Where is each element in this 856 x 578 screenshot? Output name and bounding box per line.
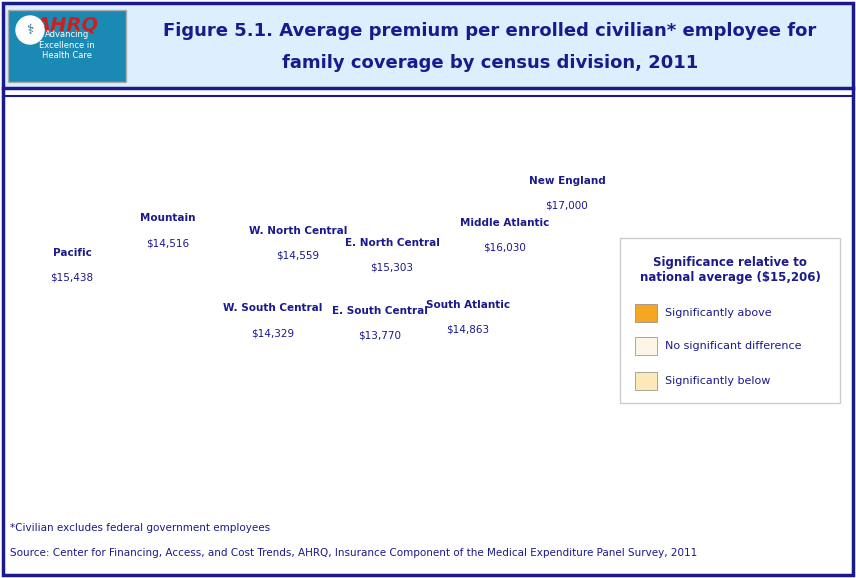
Text: E. South Central: E. South Central: [332, 306, 428, 316]
Text: *Civilian excludes federal government employees: *Civilian excludes federal government em…: [10, 523, 270, 533]
Text: E. North Central: E. North Central: [345, 238, 439, 248]
Text: W. North Central: W. North Central: [249, 226, 348, 236]
Text: $14,863: $14,863: [447, 325, 490, 335]
Text: $15,303: $15,303: [371, 263, 413, 273]
Text: W. South Central: W. South Central: [223, 303, 323, 313]
Text: Significance relative to
national average ($15,206): Significance relative to national averag…: [639, 256, 820, 284]
Circle shape: [16, 16, 44, 44]
Text: $16,030: $16,030: [484, 243, 526, 253]
FancyBboxPatch shape: [635, 372, 657, 390]
Text: South Atlantic: South Atlantic: [426, 300, 510, 310]
FancyBboxPatch shape: [620, 238, 840, 403]
Text: Figure 5.1. Average premium per enrolled civilian* employee for: Figure 5.1. Average premium per enrolled…: [163, 22, 817, 40]
FancyBboxPatch shape: [635, 337, 657, 355]
Text: Source: Center for Financing, Access, and Cost Trends, AHRQ, Insurance Component: Source: Center for Financing, Access, an…: [10, 548, 698, 558]
Text: $13,770: $13,770: [359, 331, 401, 341]
Text: $17,000: $17,000: [545, 201, 588, 211]
Text: Middle Atlantic: Middle Atlantic: [461, 218, 550, 228]
Text: ⚕: ⚕: [27, 23, 33, 37]
Text: Significantly above: Significantly above: [665, 308, 771, 318]
Text: Pacific: Pacific: [52, 248, 92, 258]
Text: No significant difference: No significant difference: [665, 341, 801, 351]
Text: family coverage by census division, 2011: family coverage by census division, 2011: [282, 54, 698, 72]
Text: Advancing
Excellence in
Health Care: Advancing Excellence in Health Care: [39, 30, 95, 60]
Text: Significantly below: Significantly below: [665, 376, 770, 386]
Text: New England: New England: [529, 176, 605, 186]
FancyBboxPatch shape: [3, 3, 853, 88]
FancyBboxPatch shape: [8, 10, 126, 82]
Text: $15,438: $15,438: [51, 273, 93, 283]
FancyBboxPatch shape: [635, 304, 657, 322]
Text: $14,559: $14,559: [276, 251, 319, 261]
Text: AHRQ: AHRQ: [35, 16, 98, 35]
Text: $14,329: $14,329: [252, 328, 294, 338]
Text: Mountain: Mountain: [140, 213, 196, 223]
Text: $14,516: $14,516: [146, 238, 189, 248]
